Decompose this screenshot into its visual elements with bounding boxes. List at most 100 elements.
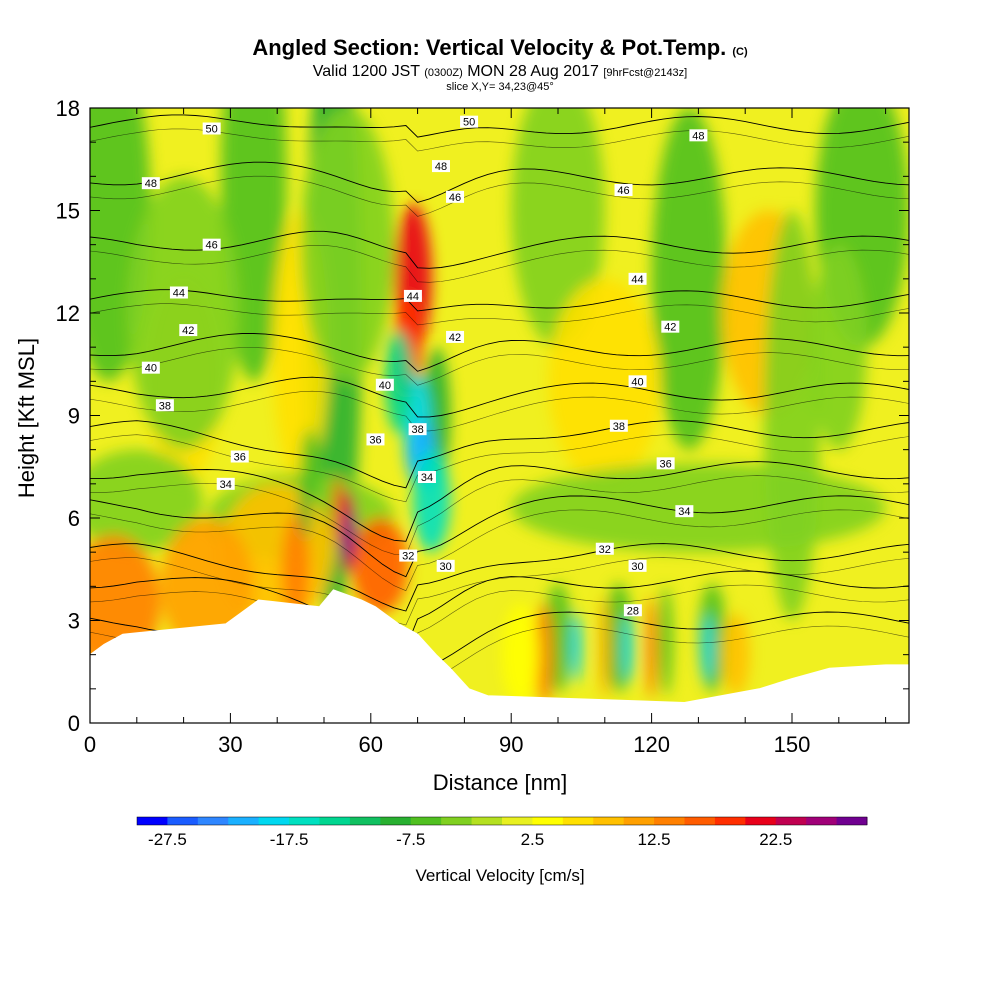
theta-label: 50 xyxy=(460,115,479,129)
theta-line-44 xyxy=(90,289,909,312)
theta-line-32-minor xyxy=(90,557,909,626)
theta-label-text: 46 xyxy=(617,185,629,197)
velocity-shading-blob xyxy=(646,596,657,700)
theta-label-box xyxy=(675,505,694,518)
theta-label-box xyxy=(202,238,221,251)
theta-label: 48 xyxy=(432,160,450,173)
theta-label: 28 xyxy=(623,604,642,617)
colorbar-swatch xyxy=(745,817,777,825)
theta-label: 36 xyxy=(656,457,675,470)
velocity-shading-blob xyxy=(90,449,203,553)
forecast-label: [9hrFcst@2143z] xyxy=(603,67,688,79)
theta-line-40-minor xyxy=(90,390,909,432)
theta-line-50-minor xyxy=(90,128,909,152)
x-tick-label: 0 xyxy=(84,732,96,757)
colorbar-swatch xyxy=(471,817,503,825)
theta-label-text: 48 xyxy=(145,178,157,190)
theta-label: 44 xyxy=(169,286,188,300)
x-tick-label: 150 xyxy=(774,732,811,757)
theta-label: 46 xyxy=(202,238,221,252)
colorbar-label: Vertical Velocity [cm/s] xyxy=(415,866,584,885)
theta-label: 44 xyxy=(628,272,647,286)
theta-line-30-minor xyxy=(90,584,909,663)
colorbar-swatch xyxy=(806,817,838,825)
title-block: Angled Section: Vertical Velocity & Pot.… xyxy=(90,36,910,94)
theta-label-text: 38 xyxy=(159,400,171,412)
velocity-shading-blob xyxy=(384,330,413,433)
colorbar-tick-label: -27.5 xyxy=(148,830,187,849)
valid-time-utc: (0300Z) xyxy=(424,67,463,79)
theta-label-box xyxy=(179,324,198,337)
theta-label-text: 48 xyxy=(692,130,704,142)
theta-label-box xyxy=(661,320,680,333)
colorbar-swatch xyxy=(623,817,655,825)
theta-line-48 xyxy=(90,161,909,203)
x-tick-label: 120 xyxy=(633,732,670,757)
theta-label-text: 42 xyxy=(664,322,676,334)
colorbar: -27.5 -17.5 -7.5 2.5 12.5 22.5 xyxy=(136,816,868,849)
velocity-shading-blob xyxy=(534,603,554,706)
theta-label-text: 28 xyxy=(627,605,639,617)
theta-label: 30 xyxy=(628,559,647,573)
theta-label-text: 50 xyxy=(206,124,218,136)
y-tick-label: 0 xyxy=(68,711,80,736)
theta-line-48-minor xyxy=(90,175,909,217)
theta-label-box xyxy=(595,542,614,555)
theta-label: 36 xyxy=(366,433,385,446)
theta-line-34-minor xyxy=(90,509,909,592)
y-axis-label: Height [Kft MSL] xyxy=(14,338,39,498)
theta-label-text: 40 xyxy=(379,380,391,392)
colorbar-tick-label: -7.5 xyxy=(396,830,425,849)
theta-label-text: 36 xyxy=(234,452,246,464)
theta-label-text: 34 xyxy=(421,472,433,484)
theta-label: 42 xyxy=(179,324,198,337)
theta-label: 38 xyxy=(155,399,174,412)
velocity-shading-blob xyxy=(341,511,354,559)
theta-label-text: 44 xyxy=(631,274,643,286)
valid-time-line: Valid 1200 JST (0300Z) MON 28 Aug 2017 [… xyxy=(90,64,910,81)
colorbar-tick-label: -17.5 xyxy=(270,830,309,849)
theta-label: 40 xyxy=(375,378,394,392)
valid-time-date: MON 28 Aug 2017 xyxy=(467,63,599,80)
theta-label: 50 xyxy=(202,122,221,136)
theta-line-34 xyxy=(90,495,909,578)
theta-label-box xyxy=(403,289,422,302)
theta-label-box xyxy=(628,272,647,285)
x-axis-ticks: 0 30 60 90 120 150 xyxy=(84,108,887,757)
theta-label: 32 xyxy=(399,549,418,563)
colorbar-swatch xyxy=(532,817,564,825)
colorbar-swatch xyxy=(319,817,351,825)
theta-label: 40 xyxy=(628,375,647,388)
theta-label: 48 xyxy=(689,129,708,142)
theta-line-46 xyxy=(90,230,909,269)
theta-label-box xyxy=(436,559,455,572)
chart-title-main: Angled Section: Vertical Velocity & Pot.… xyxy=(252,35,727,60)
theta-label-box xyxy=(628,375,647,388)
velocity-shading-blob xyxy=(571,613,583,682)
theta-label: 30 xyxy=(436,559,455,573)
theta-label-text: 30 xyxy=(440,561,452,573)
theta-label: 44 xyxy=(403,289,422,303)
slice-label: slice X,Y= 34,23@45° xyxy=(446,81,554,93)
colorbar-swatch xyxy=(593,817,625,825)
theta-label-text: 36 xyxy=(660,458,672,470)
theta-label: 38 xyxy=(408,423,427,436)
theta-line-38-minor xyxy=(90,434,909,503)
chart-title: Angled Section: Vertical Velocity & Pot.… xyxy=(90,36,910,64)
colorbar-swatch xyxy=(380,817,412,825)
colorbar-swatch xyxy=(562,817,594,825)
theta-label-box xyxy=(216,477,235,490)
theta-label-box xyxy=(155,399,174,412)
theta-label: 34 xyxy=(417,471,436,484)
velocity-shading-blob xyxy=(300,429,320,498)
theta-label-text: 30 xyxy=(631,561,643,573)
colorbar-tick-label: 12.5 xyxy=(638,830,671,849)
colorbar-swatch xyxy=(289,817,320,825)
theta-label-text: 44 xyxy=(173,288,185,300)
velocity-shading-blob xyxy=(548,278,661,484)
theta-label-box xyxy=(408,423,427,436)
theta-label-text: 36 xyxy=(369,434,381,446)
velocity-shading-blob xyxy=(511,463,886,553)
theta-line-36 xyxy=(90,461,909,542)
